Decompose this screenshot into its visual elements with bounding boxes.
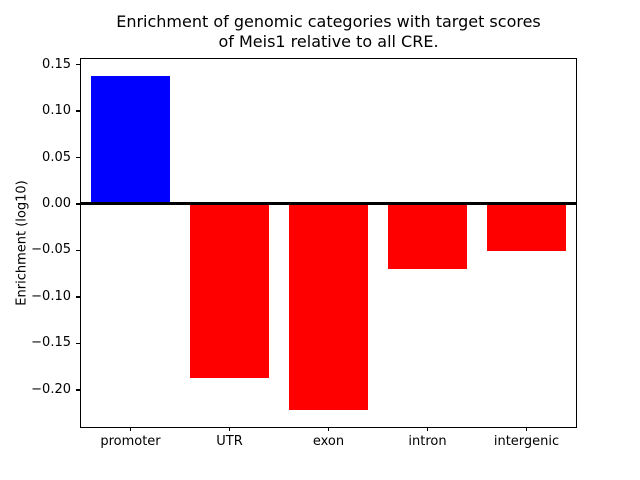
x-tick-label: intron bbox=[408, 434, 447, 449]
chart-title-line-1: Enrichment of genomic categories with ta… bbox=[116, 12, 541, 31]
x-tick-label: exon bbox=[312, 434, 345, 449]
zero-baseline bbox=[81, 202, 576, 206]
y-tick-label: −0.10 bbox=[31, 288, 71, 304]
chart-title-line-2: of Meis1 relative to all CRE. bbox=[218, 32, 439, 51]
y-tick-mark bbox=[76, 156, 80, 159]
y-tick-label: 0.10 bbox=[42, 103, 71, 119]
plot-area: promoter UTR exon intron intergenic 0.15 0.10 0… bbox=[31, 57, 577, 449]
x-tick-mark bbox=[228, 427, 231, 431]
bar-exon bbox=[288, 203, 369, 411]
y-tick-label: 0.05 bbox=[42, 149, 71, 165]
bar-intron bbox=[387, 203, 468, 270]
x-tick-mark bbox=[525, 427, 528, 431]
y-tick-mark bbox=[76, 249, 80, 252]
bar-UTR bbox=[189, 203, 270, 378]
y-tick-mark bbox=[76, 203, 80, 205]
y-tick-label: −0.15 bbox=[31, 335, 71, 351]
chart-title: Enrichment of genomic categories with ta… bbox=[80, 12, 577, 52]
y-tick-mark bbox=[76, 110, 80, 112]
y-tick-mark bbox=[76, 389, 80, 391]
bar-promoter bbox=[90, 75, 171, 204]
x-tick-mark bbox=[327, 427, 330, 431]
y-tick-label: −0.20 bbox=[31, 381, 71, 397]
y-tick-mark bbox=[76, 342, 80, 345]
y-tick-label: 0.15 bbox=[42, 56, 71, 72]
bar-intergenic bbox=[486, 203, 567, 252]
x-tick-mark bbox=[426, 427, 429, 431]
y-tick-label: −0.05 bbox=[31, 242, 71, 258]
x-tick-label: intergenic bbox=[493, 434, 560, 449]
x-tick-label: UTR bbox=[216, 434, 243, 449]
x-tick-label: promoter bbox=[100, 434, 161, 449]
y-tick-mark bbox=[76, 296, 80, 298]
y-tick-mark bbox=[76, 63, 80, 66]
y-tick-label: 0.00 bbox=[42, 195, 71, 211]
x-tick-mark bbox=[129, 427, 132, 431]
